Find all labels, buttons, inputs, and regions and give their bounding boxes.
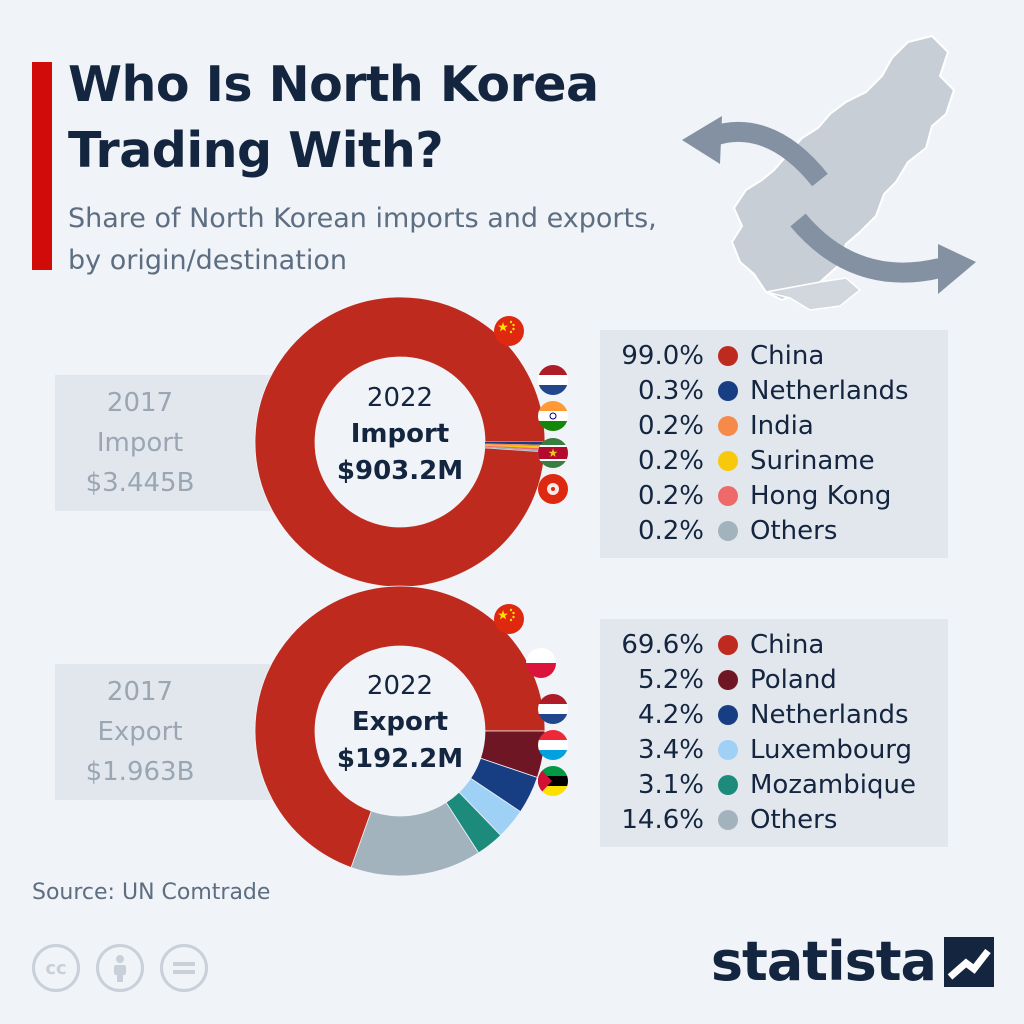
legend-swatch	[718, 669, 738, 690]
license-icons: cc	[32, 944, 208, 992]
legend-label: Others	[750, 804, 838, 835]
legend-row-poland: 5.2% Poland	[600, 662, 948, 697]
export-2017-year: 2017	[106, 677, 174, 707]
legend-value: 0.2%	[637, 410, 704, 441]
legend-value: 4.2%	[637, 699, 704, 730]
slice-others	[484, 446, 545, 453]
legend-swatch	[718, 774, 738, 795]
export-2017-label: Export	[97, 717, 183, 747]
logo-text: statista	[710, 930, 937, 993]
legend-label: Others	[750, 515, 838, 546]
china-flag-icon	[494, 604, 524, 634]
slice-china	[254, 585, 546, 869]
slice-netherlands	[484, 442, 545, 445]
legend-label: China	[750, 629, 825, 660]
legend-value: 14.6%	[621, 804, 704, 835]
legend-row-mozambique: 3.1% Mozambique	[600, 767, 948, 802]
statista-logo-icon	[944, 936, 994, 987]
legend-swatch	[718, 634, 738, 655]
legend-row-china: 99.0% China	[600, 338, 948, 373]
import-donut-chart	[254, 296, 546, 588]
legend-label: Hong Kong	[750, 480, 892, 511]
slice-hong-kong	[484, 445, 545, 451]
china-flag-icon	[494, 316, 524, 346]
mozambique-flag-icon	[538, 766, 568, 796]
legend-value: 0.3%	[637, 375, 704, 406]
source-note: Source: UN Comtrade	[32, 880, 271, 905]
legend-swatch	[718, 345, 738, 366]
export-center-year: 2022	[366, 671, 434, 701]
legend-value: 99.0%	[621, 340, 704, 371]
export-center-label: 2022 Export $192.2M	[315, 668, 485, 778]
accent-bar	[32, 62, 52, 270]
india-flag-icon	[538, 401, 568, 431]
import-legend: 99.0% China 0.3% Netherlands 0.2% India 0.2% Su…	[600, 330, 948, 558]
legend-swatch	[718, 485, 738, 506]
legend-swatch	[718, 704, 738, 725]
slice-china	[254, 296, 546, 588]
legend-value: 0.2%	[637, 480, 704, 511]
legend-label: Netherlands	[750, 699, 909, 730]
import-center-kind: Import	[350, 419, 450, 449]
slice-others	[350, 801, 480, 877]
legend-swatch	[718, 739, 738, 760]
legend-row-others: 14.6% Others	[600, 802, 948, 837]
export-2017-value: $1.963B	[85, 757, 195, 787]
no-derivatives-icon[interactable]	[160, 944, 208, 992]
export-donut-chart	[254, 585, 546, 877]
legend-row-netherlands: 0.3% Netherlands	[600, 373, 948, 408]
legend-swatch	[718, 380, 738, 401]
legend-label: Mozambique	[750, 769, 916, 800]
legend-swatch	[718, 520, 738, 541]
netherlands-flag-icon	[538, 365, 568, 395]
import-center-value: $903.2M	[336, 456, 464, 486]
page-subtitle: Share of North Korean imports and export…	[68, 203, 657, 276]
legend-label: China	[750, 340, 825, 371]
export-center-value: $192.2M	[336, 744, 464, 774]
legend-label: Suriname	[750, 445, 875, 476]
import-center-year: 2022	[366, 383, 434, 413]
luxembourg-flag-icon	[538, 730, 568, 760]
legend-swatch	[718, 450, 738, 471]
export-legend: 69.6% China 5.2% Poland 4.2% Netherlands 3.4% L…	[600, 619, 948, 847]
legend-row-luxembourg: 3.4% Luxembourg	[600, 732, 948, 767]
export-2017-box: 2017 Export $1.963B	[55, 664, 275, 800]
north-korea-map-icon	[670, 30, 990, 320]
hong-kong-flag-icon	[538, 474, 568, 504]
export-center-kind: Export	[351, 707, 449, 737]
import-2017-value: $3.445B	[85, 468, 195, 498]
legend-row-india: 0.2% India	[600, 408, 948, 443]
poland-flag-icon	[526, 648, 556, 678]
cc-icon[interactable]: cc	[32, 944, 80, 992]
page-title: Who Is North Korea Trading With?	[68, 56, 599, 179]
slice-suriname	[484, 444, 545, 449]
legend-row-others: 0.2% Others	[600, 513, 948, 548]
legend-label: Poland	[750, 664, 837, 695]
statista-logo[interactable]: statista	[711, 930, 994, 993]
slice-india	[484, 443, 545, 447]
legend-row-hong-kong: 0.2% Hong Kong	[600, 478, 948, 513]
legend-value: 5.2%	[637, 664, 704, 695]
import-2017-box: 2017 Import $3.445B	[55, 375, 275, 511]
legend-swatch	[718, 809, 738, 830]
legend-label: Netherlands	[750, 375, 909, 406]
legend-value: 3.4%	[637, 734, 704, 765]
legend-value: 3.1%	[637, 769, 704, 800]
legend-value: 0.2%	[637, 515, 704, 546]
netherlands-flag-icon	[538, 694, 568, 724]
legend-label: India	[750, 410, 814, 441]
legend-label: Luxembourg	[750, 734, 913, 765]
import-2017-year: 2017	[106, 388, 174, 418]
legend-value: 69.6%	[621, 629, 704, 660]
legend-row-china: 69.6% China	[600, 627, 948, 662]
legend-swatch	[718, 415, 738, 436]
suriname-flag-icon	[538, 438, 568, 468]
legend-row-suriname: 0.2% Suriname	[600, 443, 948, 478]
legend-value: 0.2%	[637, 445, 704, 476]
attribution-icon[interactable]	[96, 944, 144, 992]
legend-row-netherlands: 4.2% Netherlands	[600, 697, 948, 732]
import-center-label: 2022 Import $903.2M	[315, 380, 485, 490]
import-2017-label: Import	[96, 428, 184, 458]
